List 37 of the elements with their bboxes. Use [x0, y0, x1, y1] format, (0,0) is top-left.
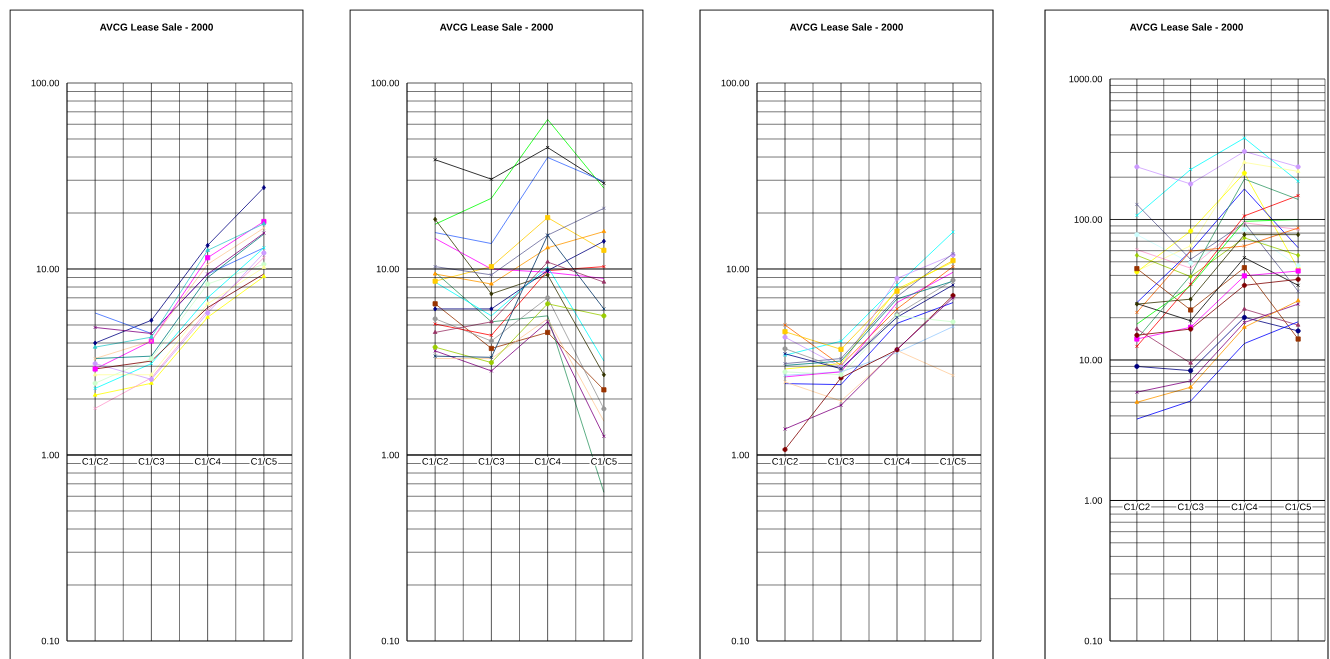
x-tick-label: C1/C5: [251, 457, 277, 465]
y-tick-label: 100.00: [1074, 216, 1103, 223]
x-tick-label: C1/C2: [82, 457, 108, 465]
x-tick-label: C1/C2: [1124, 503, 1150, 511]
y-tick-label: 10.00: [376, 265, 400, 273]
y-tick-label: 10.00: [1079, 356, 1103, 364]
x-tick-label: C1/C3: [1177, 503, 1204, 511]
y-tick-label: 1.00: [382, 451, 400, 459]
y-tick-label: 10.00: [36, 265, 60, 273]
x-tick-label: C1/C5: [940, 457, 966, 465]
x-tick-label: C1/C2: [422, 457, 448, 465]
y-tick-label: 0.10: [41, 637, 60, 645]
y-tick-label: 100.00: [721, 79, 750, 87]
x-tick-label: C1/C4: [884, 457, 910, 465]
chart-title: AVCG Lease Sale - 2000: [99, 23, 213, 31]
y-tick-label: 1.00: [732, 451, 750, 459]
x-tick-label: C1/C4: [534, 457, 561, 465]
chart-title: AVCG Lease Sale - 2000: [1129, 23, 1243, 31]
x-tick-label: C1/C3: [828, 457, 854, 465]
x-tick-label: C1/C5: [1285, 503, 1311, 511]
y-tick-label: 1.00: [1085, 497, 1103, 504]
x-tick-label: C1/C4: [194, 457, 221, 465]
y-tick-label: 1000.00: [1069, 75, 1103, 83]
chart-title: AVCG Lease Sale - 2000: [439, 23, 553, 31]
x-tick-label: C1/C3: [478, 457, 505, 465]
x-tick-label: C1/C3: [138, 457, 165, 465]
x-tick-label: C1/C4: [1231, 503, 1258, 511]
y-tick-label: 0.10: [731, 637, 750, 645]
x-tick-label: C1/C2: [772, 457, 798, 465]
y-tick-label: 1.00: [42, 451, 60, 459]
y-tick-label: 10.00: [726, 265, 750, 273]
y-tick-label: 0.10: [381, 637, 400, 645]
y-tick-label: 100.00: [31, 79, 60, 87]
y-tick-label: 0.10: [1084, 637, 1103, 645]
chart-title: AVCG Lease Sale - 2000: [789, 23, 903, 31]
y-tick-label: 100.00: [371, 79, 400, 87]
x-tick-label: C1/C5: [591, 457, 617, 465]
